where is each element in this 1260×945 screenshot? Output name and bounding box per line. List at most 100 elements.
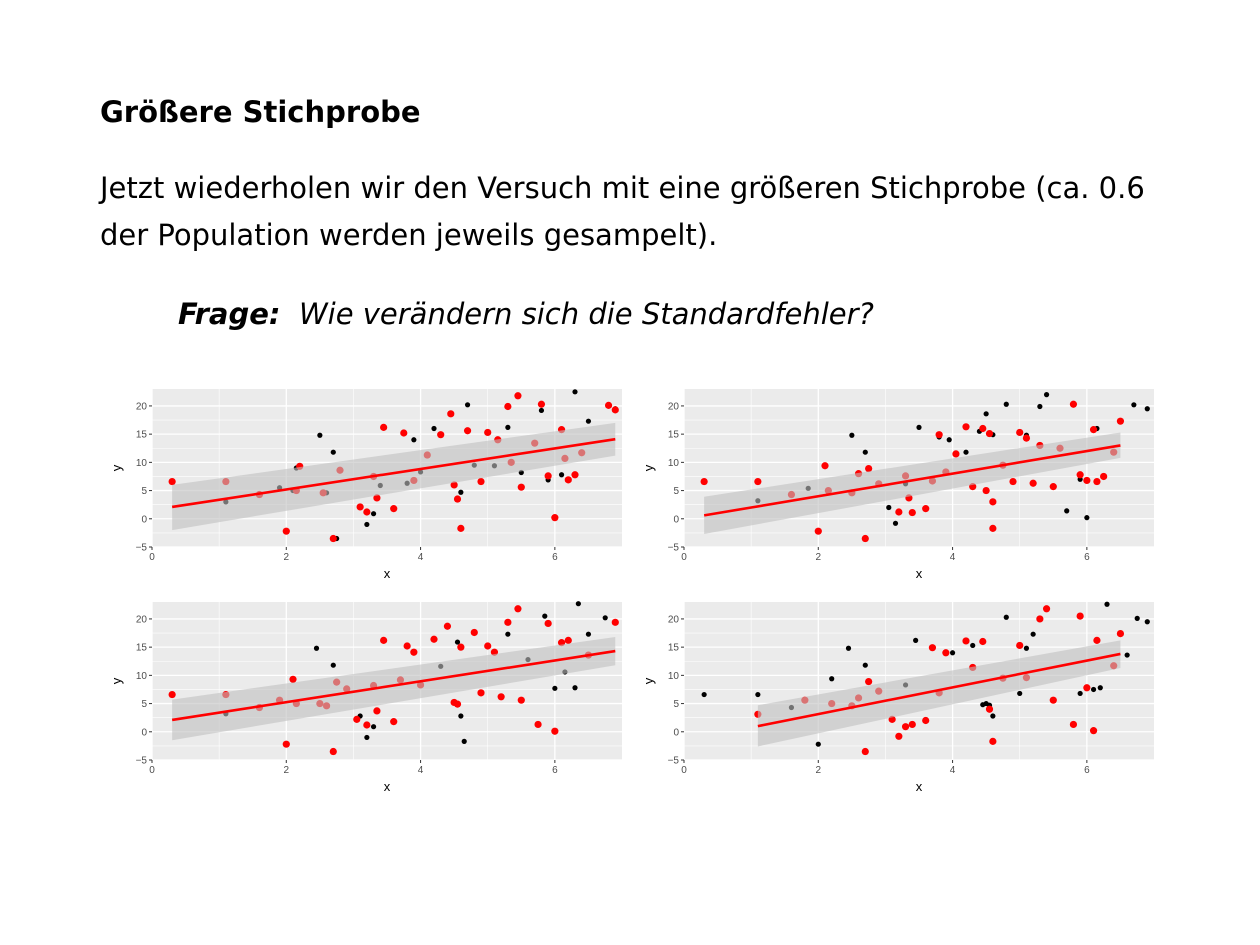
population-point bbox=[886, 504, 892, 511]
population-point bbox=[755, 691, 761, 698]
population-point bbox=[572, 389, 578, 395]
population-point bbox=[1097, 685, 1103, 691]
sample-point bbox=[922, 505, 930, 513]
y-tick-label: −5 bbox=[136, 756, 148, 767]
sample-point bbox=[564, 476, 572, 484]
population-point bbox=[949, 650, 956, 656]
sample-point bbox=[551, 727, 559, 735]
x-tick-label: 6 bbox=[552, 552, 558, 563]
population-point bbox=[1134, 615, 1140, 621]
sample-point bbox=[453, 495, 462, 503]
sample-point bbox=[611, 618, 619, 626]
sample-point bbox=[895, 732, 903, 740]
population-point bbox=[845, 645, 852, 651]
sample-point bbox=[390, 505, 398, 513]
population-point bbox=[552, 685, 558, 691]
sample-point bbox=[463, 427, 472, 435]
y-tick-label: 10 bbox=[136, 458, 148, 469]
population-point bbox=[364, 521, 370, 528]
population-point bbox=[370, 724, 377, 730]
sample-point bbox=[1036, 615, 1044, 623]
sample-point bbox=[611, 406, 619, 414]
sample-point bbox=[895, 508, 903, 516]
confidence-band bbox=[704, 432, 1121, 535]
regression-line bbox=[757, 652, 1121, 728]
y-axis-label: y bbox=[109, 677, 124, 684]
population-point bbox=[963, 449, 969, 455]
x-tick-label: 2 bbox=[816, 765, 822, 776]
population-point bbox=[505, 424, 511, 430]
regression-line bbox=[171, 649, 616, 722]
y-tick-label: 15 bbox=[136, 430, 148, 441]
population-point bbox=[585, 418, 592, 424]
x-tick-label: 0 bbox=[681, 765, 687, 776]
sample-point bbox=[985, 705, 994, 713]
sample-point bbox=[1116, 417, 1125, 425]
population-point bbox=[464, 402, 471, 408]
population-point bbox=[1043, 392, 1050, 398]
sample-point bbox=[517, 696, 525, 704]
sample-point bbox=[1049, 696, 1057, 704]
population-point bbox=[1077, 690, 1083, 697]
y-tick-label: 5 bbox=[673, 699, 679, 710]
y-tick-label: 10 bbox=[668, 671, 680, 682]
y-tick-label: 20 bbox=[668, 401, 680, 412]
sample-point bbox=[908, 720, 916, 729]
y-tick-label: 5 bbox=[141, 486, 147, 497]
x-tick-label: 4 bbox=[950, 765, 956, 776]
sample-point bbox=[901, 723, 910, 731]
population-point bbox=[585, 631, 592, 637]
x-tick-label: 4 bbox=[950, 552, 956, 563]
population-point bbox=[364, 734, 370, 741]
body-paragraph: Jetzt wiederholen wir den Versuch mit ei… bbox=[100, 171, 1145, 252]
population-point bbox=[946, 437, 952, 443]
sample-point bbox=[1083, 476, 1091, 485]
sample-point bbox=[329, 534, 337, 543]
population-point bbox=[330, 662, 336, 668]
sample-point bbox=[282, 740, 290, 748]
sample-point bbox=[504, 618, 512, 626]
sample-point bbox=[544, 619, 552, 628]
sample-point bbox=[534, 720, 542, 729]
population-point bbox=[701, 691, 707, 698]
y-tick-label: 5 bbox=[141, 699, 147, 710]
population-point bbox=[411, 437, 417, 443]
sample-point bbox=[373, 494, 381, 502]
sample-point bbox=[1076, 471, 1084, 479]
sample-point bbox=[922, 716, 930, 725]
x-tick-label: 4 bbox=[418, 765, 424, 776]
sample-point bbox=[544, 472, 552, 480]
y-tick-label: 10 bbox=[668, 458, 680, 469]
sample-point bbox=[571, 471, 579, 479]
population-point bbox=[317, 432, 323, 438]
sample-point bbox=[403, 642, 411, 650]
x-axis-label: x bbox=[916, 779, 923, 794]
sample-point bbox=[410, 648, 418, 656]
y-tick-label: 15 bbox=[668, 643, 680, 654]
population-point bbox=[458, 713, 464, 719]
sample-point bbox=[821, 462, 829, 470]
population-point bbox=[542, 613, 548, 619]
population-point bbox=[916, 424, 922, 430]
sample-point bbox=[979, 637, 987, 646]
population-point bbox=[1003, 401, 1009, 407]
sample-point bbox=[1069, 720, 1078, 729]
sample-point bbox=[514, 392, 522, 400]
sample-point bbox=[1016, 428, 1024, 437]
sample-point bbox=[908, 508, 916, 517]
sample-point bbox=[754, 477, 762, 486]
sample-point bbox=[168, 477, 176, 486]
x-tick-label: 0 bbox=[149, 552, 155, 563]
sample-point bbox=[942, 649, 950, 657]
x-axis-label: x bbox=[384, 566, 391, 581]
sample-point bbox=[517, 483, 525, 491]
sample-point bbox=[861, 747, 869, 756]
sample-point bbox=[430, 635, 438, 643]
sample-point bbox=[1016, 641, 1024, 650]
sample-point bbox=[447, 410, 455, 418]
sample-point bbox=[962, 637, 970, 645]
y-tick-label: 10 bbox=[136, 671, 148, 682]
sample-point bbox=[457, 524, 465, 532]
